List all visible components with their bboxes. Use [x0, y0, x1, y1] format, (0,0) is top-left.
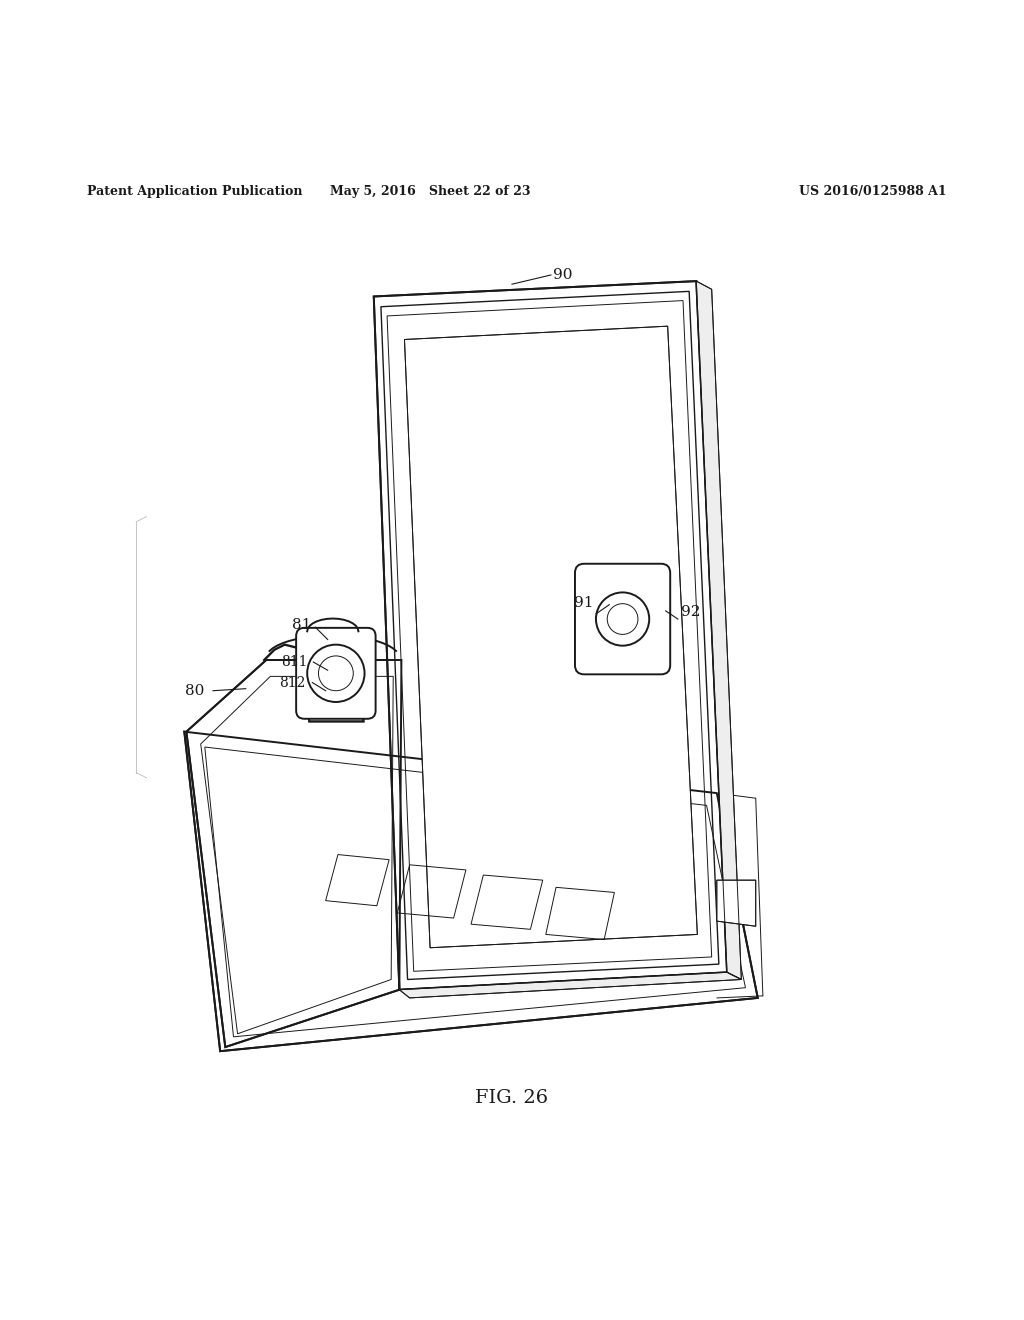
- Text: 81: 81: [292, 618, 311, 632]
- Polygon shape: [186, 660, 401, 1047]
- Text: 80: 80: [185, 684, 205, 698]
- Polygon shape: [302, 631, 364, 722]
- Text: US 2016/0125988 A1: US 2016/0125988 A1: [799, 185, 946, 198]
- Polygon shape: [399, 973, 741, 998]
- FancyBboxPatch shape: [296, 628, 376, 719]
- Polygon shape: [374, 281, 727, 990]
- Text: 812: 812: [279, 676, 305, 689]
- Text: May 5, 2016   Sheet 22 of 23: May 5, 2016 Sheet 22 of 23: [330, 185, 530, 198]
- Text: Patent Application Publication: Patent Application Publication: [87, 185, 302, 198]
- Polygon shape: [696, 281, 741, 979]
- Circle shape: [596, 593, 649, 645]
- Text: 811: 811: [281, 655, 307, 669]
- Text: 90: 90: [553, 268, 572, 282]
- Text: FIG. 26: FIG. 26: [475, 1089, 549, 1107]
- Text: 92: 92: [681, 605, 700, 619]
- FancyBboxPatch shape: [575, 564, 670, 675]
- Polygon shape: [404, 326, 697, 948]
- Polygon shape: [184, 731, 758, 1051]
- Polygon shape: [717, 880, 756, 927]
- Text: 91: 91: [574, 595, 594, 610]
